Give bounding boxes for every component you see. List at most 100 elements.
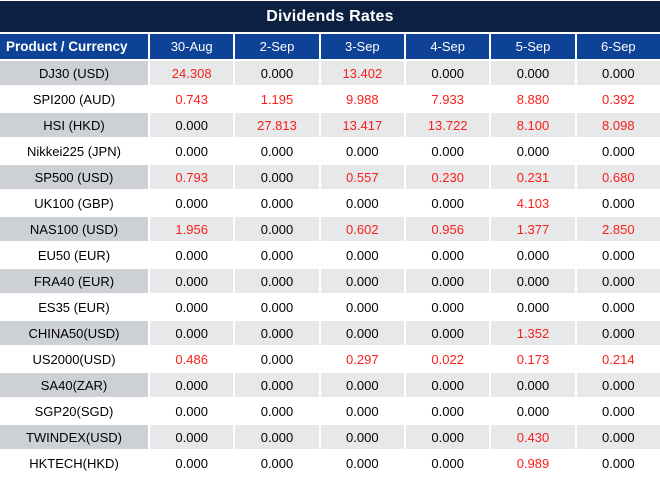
value-cell: 0.000 <box>406 61 490 85</box>
value-cell: 0.022 <box>406 347 490 371</box>
value-cell: 0.000 <box>235 217 319 241</box>
date-column-header: 6-Sep <box>576 34 660 59</box>
table-row: SGP20(SGD) 0.000 0.000 0.000 0.000 0.000 0.000 <box>0 399 660 423</box>
product-cell: SA40(ZAR) <box>0 373 148 397</box>
value-cell: 0.297 <box>320 347 404 371</box>
product-cell: TWINDEX(USD) <box>0 425 148 449</box>
date-column-header: 2-Sep <box>235 34 319 59</box>
value-cell: 0.000 <box>150 425 234 449</box>
value-cell: 0.000 <box>320 243 404 267</box>
value-cell: 0.000 <box>320 295 404 319</box>
value-cell: 0.000 <box>235 399 319 423</box>
value-cell: 0.000 <box>150 321 234 345</box>
table-row: SP500 (USD) 0.793 0.000 0.557 0.230 0.231 0.68… <box>0 165 660 189</box>
table-row: US2000(USD) 0.486 0.000 0.297 0.022 0.173 0.21… <box>0 347 660 371</box>
value-cell: 0.000 <box>406 295 490 319</box>
value-cell: 13.402 <box>320 61 404 85</box>
table-row: ES35 (EUR) 0.000 0.000 0.000 0.000 0.000 0.000 <box>0 295 660 319</box>
value-cell: 0.000 <box>406 139 490 163</box>
product-currency-header: Product / Currency <box>0 34 148 59</box>
value-cell: 0.000 <box>491 373 575 397</box>
value-cell: 0.602 <box>320 217 404 241</box>
value-cell: 0.000 <box>491 295 575 319</box>
value-cell: 0.000 <box>150 139 234 163</box>
table-row: DJ30 (USD) 24.308 0.000 13.402 0.000 0.000 0.0… <box>0 61 660 85</box>
value-cell: 0.231 <box>491 165 575 189</box>
table-row: CHINA50(USD) 0.000 0.000 0.000 0.000 1.352 0.0… <box>0 321 660 345</box>
value-cell: 1.195 <box>235 87 319 111</box>
value-cell: 9.988 <box>320 87 404 111</box>
value-cell: 27.813 <box>235 113 319 137</box>
value-cell: 0.000 <box>576 191 660 215</box>
value-cell: 0.214 <box>576 347 660 371</box>
product-cell: EU50 (EUR) <box>0 243 148 267</box>
value-cell: 0.000 <box>235 425 319 449</box>
value-cell: 0.793 <box>150 165 234 189</box>
value-cell: 0.000 <box>235 321 319 345</box>
value-cell: 0.000 <box>576 269 660 293</box>
value-cell: 0.000 <box>576 139 660 163</box>
value-cell: 0.000 <box>406 425 490 449</box>
product-cell: ES35 (EUR) <box>0 295 148 319</box>
value-cell: 0.392 <box>576 87 660 111</box>
value-cell: 8.880 <box>491 87 575 111</box>
value-cell: 0.000 <box>491 269 575 293</box>
value-cell: 24.308 <box>150 61 234 85</box>
value-cell: 0.000 <box>235 295 319 319</box>
product-cell: CHINA50(USD) <box>0 321 148 345</box>
value-cell: 0.000 <box>235 347 319 371</box>
value-cell: 0.000 <box>235 451 319 475</box>
value-cell: 0.000 <box>406 191 490 215</box>
value-cell: 2.850 <box>576 217 660 241</box>
value-cell: 0.000 <box>576 243 660 267</box>
product-cell: NAS100 (USD) <box>0 217 148 241</box>
value-cell: 0.430 <box>491 425 575 449</box>
value-cell: 0.000 <box>406 373 490 397</box>
value-cell: 0.000 <box>150 113 234 137</box>
value-cell: 0.000 <box>576 321 660 345</box>
value-cell: 0.743 <box>150 87 234 111</box>
product-cell: SGP20(SGD) <box>0 399 148 423</box>
value-cell: 0.000 <box>320 321 404 345</box>
product-cell: Nikkei225 (JPN) <box>0 139 148 163</box>
value-cell: 0.000 <box>235 243 319 267</box>
table-row: HKTECH(HKD) 0.000 0.000 0.000 0.000 0.989 0.00… <box>0 451 660 475</box>
table-row: NAS100 (USD) 1.956 0.000 0.602 0.956 1.377 2.8… <box>0 217 660 241</box>
value-cell: 0.000 <box>320 451 404 475</box>
value-cell: 0.680 <box>576 165 660 189</box>
value-cell: 0.000 <box>406 451 490 475</box>
value-cell: 0.000 <box>491 399 575 423</box>
value-cell: 0.486 <box>150 347 234 371</box>
product-cell: HKTECH(HKD) <box>0 451 148 475</box>
table-title-bar: Dividends Rates <box>0 1 660 32</box>
value-cell: 0.000 <box>235 61 319 85</box>
value-cell: 0.000 <box>320 269 404 293</box>
value-cell: 0.000 <box>406 269 490 293</box>
date-column-header: 4-Sep <box>406 34 490 59</box>
value-cell: 0.000 <box>235 165 319 189</box>
value-cell: 0.000 <box>150 191 234 215</box>
value-cell: 0.956 <box>406 217 490 241</box>
value-cell: 0.000 <box>150 295 234 319</box>
value-cell: 0.000 <box>406 243 490 267</box>
table-row: TWINDEX(USD) 0.000 0.000 0.000 0.000 0.430 0.0… <box>0 425 660 449</box>
date-column-header: 5-Sep <box>491 34 575 59</box>
product-cell: SP500 (USD) <box>0 165 148 189</box>
value-cell: 1.956 <box>150 217 234 241</box>
value-cell: 0.000 <box>235 191 319 215</box>
value-cell: 0.000 <box>406 321 490 345</box>
value-cell: 0.000 <box>491 243 575 267</box>
value-cell: 0.000 <box>320 373 404 397</box>
value-cell: 0.000 <box>235 373 319 397</box>
value-cell: 8.100 <box>491 113 575 137</box>
product-cell: FRA40 (EUR) <box>0 269 148 293</box>
value-cell: 0.000 <box>406 399 490 423</box>
product-cell: SPI200 (AUD) <box>0 87 148 111</box>
value-cell: 0.000 <box>150 243 234 267</box>
product-cell: US2000(USD) <box>0 347 148 371</box>
value-cell: 0.000 <box>576 425 660 449</box>
value-cell: 0.000 <box>491 139 575 163</box>
table-row: Nikkei225 (JPN) 0.000 0.000 0.000 0.000 0.000… <box>0 139 660 163</box>
date-column-header: 30-Aug <box>150 34 234 59</box>
